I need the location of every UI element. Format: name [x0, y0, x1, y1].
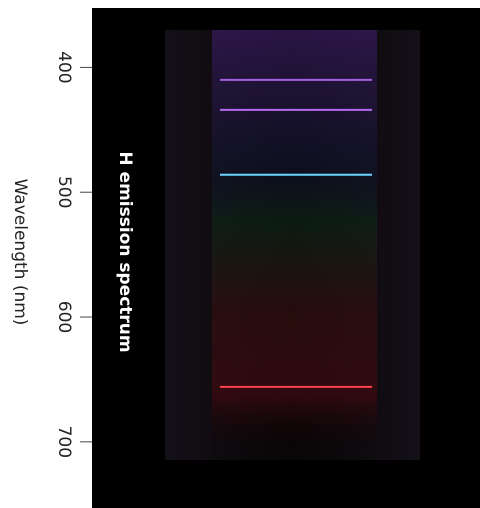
y-tick-label: 600 [54, 301, 74, 333]
chart: H emission spectrum Wavelength (nm) 400 5… [0, 0, 480, 508]
y-axis-label: Wavelength (nm) [10, 179, 30, 326]
y-tick-label: 500 [54, 176, 74, 208]
y-tick-label: 700 [54, 426, 74, 458]
spectrum-glow [212, 30, 377, 460]
chart-title: H emission spectrum [115, 151, 135, 352]
y-tick-label: 400 [54, 51, 74, 83]
